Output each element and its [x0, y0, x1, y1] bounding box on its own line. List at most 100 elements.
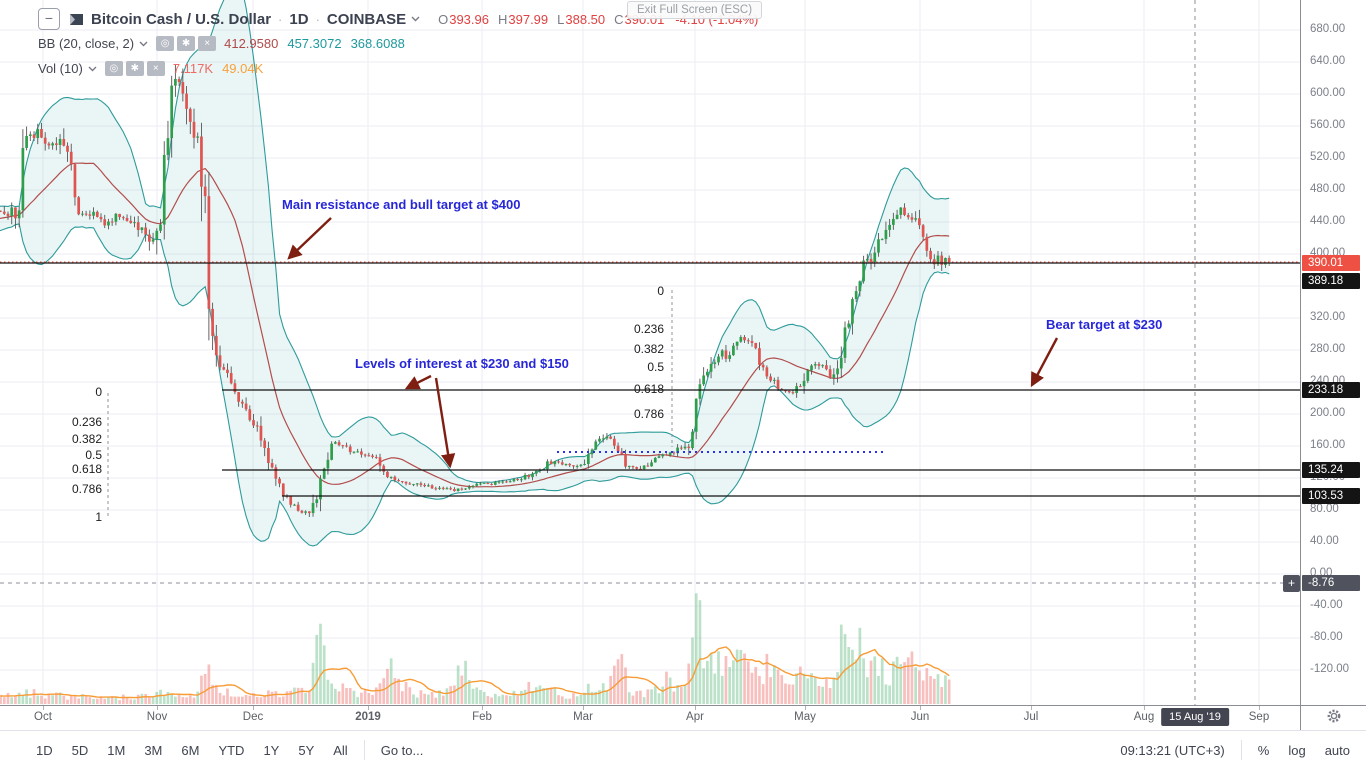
price-tick-label: 40.00: [1310, 535, 1339, 547]
fib-mid-level-0.5: 0.5: [647, 360, 664, 374]
annotation-bull-target[interactable]: Main resistance and bull target at $400: [282, 197, 521, 212]
toolbar-divider: [363, 740, 365, 760]
header-separator: ·: [315, 11, 320, 27]
bb-indicator-name[interactable]: BB (20, close, 2): [38, 36, 135, 51]
month-tick: [805, 706, 806, 710]
bb-remove-button[interactable]: ×: [198, 36, 217, 51]
range-button-6M[interactable]: 6M: [181, 742, 200, 758]
volume-ma-value: 49.04K: [222, 61, 264, 76]
range-button-1D[interactable]: 1D: [36, 742, 53, 758]
month-tick: [482, 706, 483, 710]
volume-settings-button[interactable]: ✱: [125, 61, 144, 76]
bb-visibility-button[interactable]: ◎: [156, 36, 175, 51]
volume-visibility-button[interactable]: ◎: [104, 61, 123, 76]
price-label-233.18: 233.18: [1302, 382, 1360, 398]
range-button-5D[interactable]: 5D: [71, 742, 89, 758]
price-tick-label: 600.00: [1310, 87, 1346, 99]
month-tick: [1144, 706, 1145, 710]
volume-remove-button[interactable]: ×: [146, 61, 165, 76]
price-tick-label: -120.00: [1310, 663, 1350, 675]
crosshair-date-label: 15 Aug '19: [1161, 708, 1229, 726]
time-axis[interactable]: Oct Nov Dec 2019 Feb Mar Apr May Jun Jul Aug Sep 15 …: [0, 705, 1300, 731]
month-tick: [43, 706, 44, 710]
price-tick-label: 480.00: [1310, 183, 1346, 195]
month-label-Jul: Jul: [1023, 711, 1039, 723]
volume-indicator-name[interactable]: Vol (10): [38, 61, 83, 76]
month-label-Apr: Apr: [686, 711, 704, 723]
goto-button[interactable]: Go to...: [380, 742, 424, 758]
price-axis[interactable]: 680.00 640.00 600.00 560.00 520.00 480.00 440.…: [1283, 0, 1366, 705]
price-tick-label: 80.00: [1310, 503, 1339, 515]
month-label-Feb: Feb: [472, 711, 492, 723]
price-tick-label: 520.00: [1310, 151, 1346, 163]
range-button-5Y[interactable]: 5Y: [298, 742, 315, 758]
high-value: 397.99: [508, 11, 549, 27]
annotation-levels-of-interest[interactable]: Levels of interest at $230 and $150: [355, 356, 569, 371]
fib-mid-level-0.382: 0.382: [634, 342, 664, 356]
symbol-header: − Bitcoin Cash / U.S. Dollar · 1D · COIN…: [38, 8, 758, 30]
fib-mid-level-0.786: 0.786: [634, 407, 664, 421]
bb-basis-value: 412.9580: [224, 36, 279, 51]
toolbar-divider: [1240, 740, 1242, 760]
range-button-All[interactable]: All: [333, 742, 348, 758]
month-tick: [695, 706, 696, 710]
axis-settings-corner[interactable]: [1300, 705, 1366, 731]
bb-lower-value: 368.6088: [350, 36, 405, 51]
bb-upper-value: 457.3072: [287, 36, 342, 51]
fib-mid-level-0: 0: [657, 284, 664, 298]
fib-left-level-0.5: 0.5: [85, 448, 102, 462]
add-alert-plus-button[interactable]: +: [1283, 575, 1300, 592]
price-label-135.24: 135.24: [1302, 462, 1360, 478]
fib-left-level-0.786: 0.786: [72, 482, 102, 496]
price-label-103.53: 103.53: [1302, 488, 1360, 504]
interval-button[interactable]: 1D: [289, 10, 309, 28]
annotation-bear-target[interactable]: Bear target at $230: [1046, 317, 1163, 332]
price-tick-label: -40.00: [1310, 599, 1343, 611]
chevron-down-icon[interactable]: [88, 66, 97, 72]
auto-scale-button[interactable]: auto: [1324, 742, 1350, 758]
price-tick-label: 560.00: [1310, 119, 1346, 131]
month-tick: [1031, 706, 1032, 710]
month-tick: [1259, 706, 1260, 710]
price-tick-label: 200.00: [1310, 407, 1346, 419]
chevron-down-icon[interactable]: [139, 41, 148, 47]
price-chart-canvas[interactable]: 00.2360.3820.50.6180.786100.2360.3820.50…: [0, 0, 1366, 705]
month-label-Dec: Dec: [242, 711, 264, 723]
price-tick-label: 680.00: [1310, 23, 1346, 35]
gear-icon[interactable]: [1326, 708, 1342, 729]
log-scale-button[interactable]: log: [1288, 742, 1306, 758]
bb-settings-button[interactable]: ✱: [177, 36, 196, 51]
month-label-May: May: [794, 711, 816, 723]
price-tick-label: 160.00: [1310, 439, 1346, 451]
header-separator: ·: [278, 11, 283, 27]
month-label-Sep: Sep: [1248, 711, 1270, 723]
price-tick-label: 320.00: [1310, 311, 1346, 323]
chevron-down-icon[interactable]: [411, 16, 420, 22]
range-button-3M[interactable]: 3M: [144, 742, 163, 758]
range-button-YTD[interactable]: YTD: [218, 742, 245, 758]
month-label-Oct: Oct: [34, 711, 52, 723]
price-tick-label: 440.00: [1310, 215, 1346, 227]
month-label-Jun: Jun: [910, 711, 930, 723]
bb-indicator-legend: BB (20, close, 2) ◎ ✱ × 412.9580 457.307…: [38, 36, 414, 51]
price-tick-label: 640.00: [1310, 55, 1346, 67]
month-label-Mar: Mar: [573, 711, 593, 723]
month-tick: [157, 706, 158, 710]
price-tick-label: 280.00: [1310, 343, 1346, 355]
symbol-logo-icon: [69, 12, 84, 27]
bottom-toolbar: 1D 5D 1M 3M 6M YTD 1Y 5Y All Go to... 09:13:21 (…: [0, 730, 1366, 768]
exchange-name[interactable]: COINBASE: [326, 10, 407, 28]
fib-left-level-0.382: 0.382: [72, 432, 102, 446]
price-label--8.76: -8.76 +: [1283, 575, 1360, 592]
open-value: 393.96: [449, 11, 489, 27]
volume-value: 7.117K: [172, 61, 214, 76]
clock-display[interactable]: 09:13:21 (UTC+3): [1120, 742, 1225, 758]
collapse-pane-button[interactable]: −: [38, 8, 60, 30]
range-button-1Y[interactable]: 1Y: [263, 742, 280, 758]
fib-mid-level-0.618: 0.618: [634, 382, 664, 396]
range-button-1M[interactable]: 1M: [107, 742, 126, 758]
month-tick: [253, 706, 254, 710]
date-range-buttons: 1D 5D 1M 3M 6M YTD 1Y 5Y All: [36, 743, 348, 758]
symbol-name[interactable]: Bitcoin Cash / U.S. Dollar: [91, 10, 272, 28]
percent-scale-button[interactable]: %: [1257, 742, 1270, 758]
